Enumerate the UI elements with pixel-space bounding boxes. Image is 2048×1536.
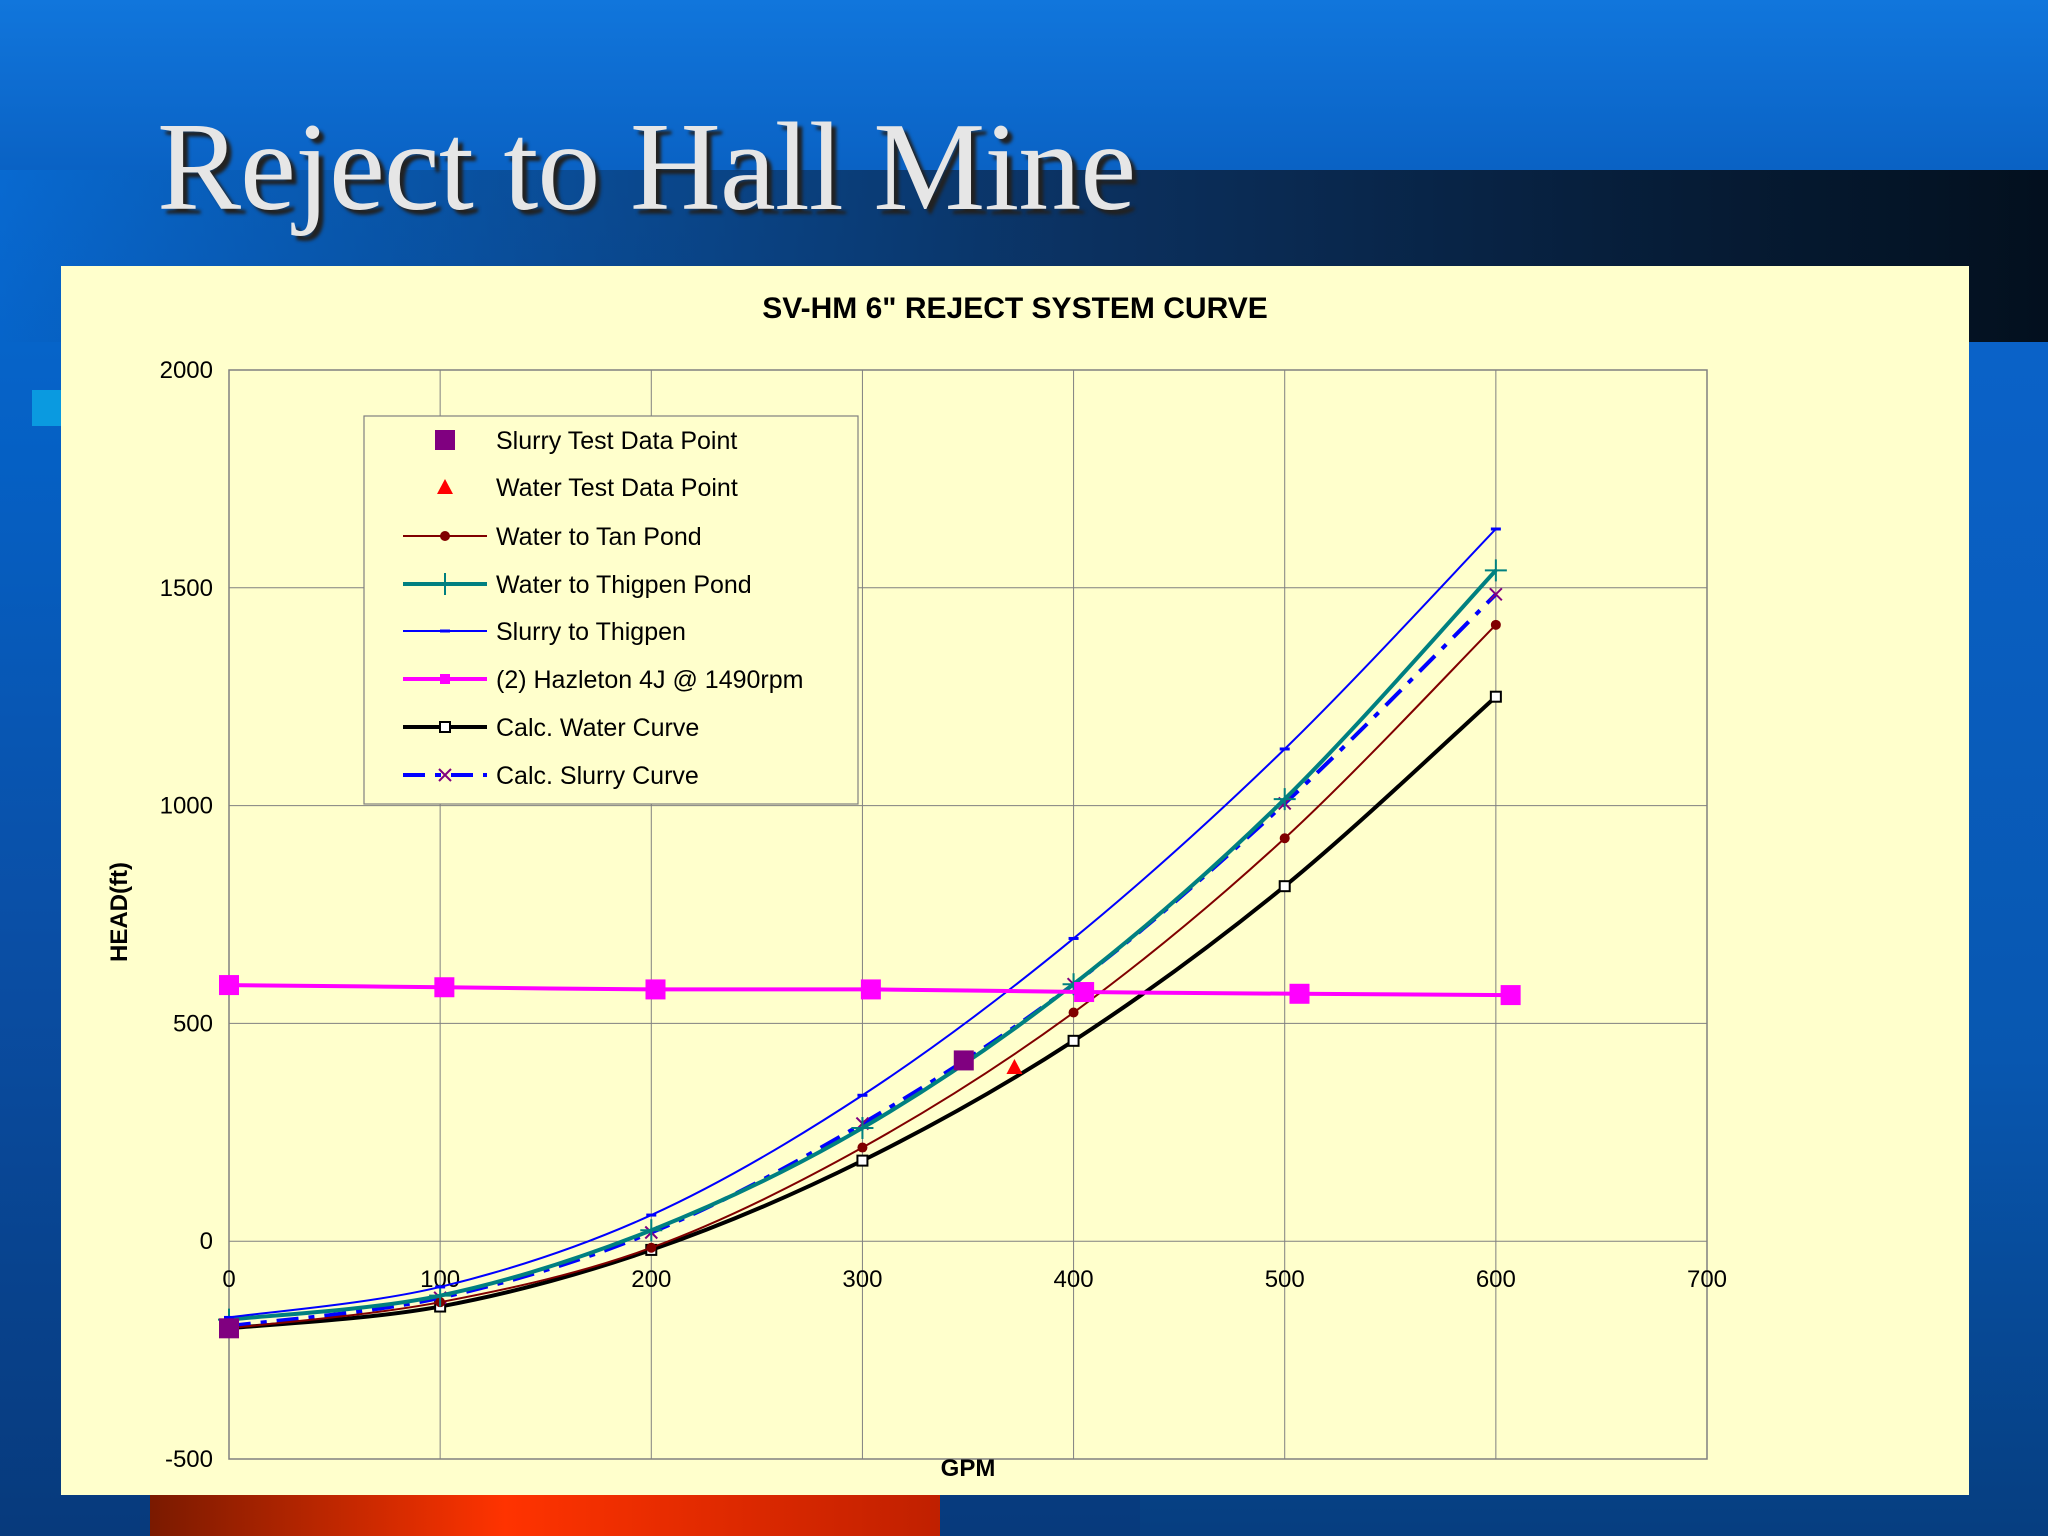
x-tick-label: 600 (1476, 1266, 1516, 1293)
y-tick-label: 500 (173, 1010, 213, 1037)
series-line (228, 592, 1498, 1329)
series-4 (224, 527, 1501, 1319)
data-point (1489, 690, 1502, 703)
data-point (645, 979, 666, 1000)
data-point (1279, 833, 1290, 844)
legend-item: Water to Tan Pond (403, 523, 702, 551)
y-tick-label: 1000 (160, 793, 213, 820)
data-point (1289, 983, 1310, 1004)
chart-panel: SV-HM 6" REJECT SYSTEM CURVE -500 0 500 100… (61, 266, 1969, 1495)
system-curve-chart: SV-HM 6" REJECT SYSTEM CURVE -500 0 500 100… (106, 292, 1727, 1482)
series (218, 527, 1521, 1339)
x-tick-label: 300 (842, 1266, 882, 1293)
legend-item: Slurry to Thigpen (403, 618, 686, 646)
legend-label: Calc. Water Curve (496, 714, 699, 742)
data-point (851, 1116, 874, 1139)
legend-label: Slurry Test Data Point (496, 427, 737, 455)
decorative-bottom-strip (150, 1490, 940, 1536)
legend-label: Slurry to Thigpen (496, 618, 686, 646)
legend-box (363, 415, 859, 805)
legend-swatch-marker (439, 721, 451, 733)
legend-swatch-marker (437, 479, 453, 494)
plot-area (228, 369, 1708, 1460)
series-0 (219, 1050, 974, 1339)
x-axis-label: GPM (941, 1455, 996, 1482)
legend-label: Water to Thigpen Pond (496, 571, 752, 599)
data-point (1068, 1007, 1079, 1018)
x-tick-label: 700 (1687, 1266, 1727, 1293)
data-point (1278, 880, 1291, 893)
legend: Slurry Test Data Point Water Test Data Po… (363, 415, 859, 805)
y-tick-label: 1500 (160, 575, 213, 602)
data-point (1067, 1034, 1080, 1047)
data-point (219, 1318, 239, 1339)
x-axis-ticks: 0 100 200 300 400 500 600 700 (222, 1266, 1727, 1293)
y-tick-label: 2000 (160, 357, 213, 384)
legend-item: (2) Hazleton 4J @ 1490rpm (403, 666, 803, 694)
data-point (219, 975, 239, 996)
data-point (856, 1154, 869, 1167)
series-5 (219, 975, 1521, 1006)
legend-item: Slurry Test Data Point (435, 427, 737, 455)
legend-item: Water Test Data Point (437, 474, 738, 502)
data-point (857, 1142, 868, 1153)
legend-item: Water to Thigpen Pond (403, 571, 752, 599)
x-tick-label: 400 (1054, 1266, 1094, 1293)
data-point (953, 1050, 974, 1071)
legend-swatch-marker (438, 768, 452, 782)
legend-swatch-marker (434, 573, 456, 595)
legend-label: Water Test Data Point (496, 474, 738, 502)
data-point (1489, 587, 1503, 602)
x-tick-label: 0 (222, 1266, 235, 1293)
legend-label: (2) Hazleton 4J @ 1490rpm (496, 666, 803, 694)
x-tick-label: 200 (631, 1266, 671, 1293)
legend-label: Water to Tan Pond (496, 523, 702, 551)
series-1 (1006, 1058, 1023, 1074)
x-tick-label: 500 (1265, 1266, 1305, 1293)
data-point (1273, 788, 1296, 811)
chart-title: SV-HM 6" REJECT SYSTEM CURVE (762, 292, 1267, 325)
slide-title: Reject to Hall Mine (157, 98, 1136, 237)
data-point (1490, 619, 1501, 630)
data-point (1074, 982, 1095, 1003)
legend-swatch-marker (435, 430, 455, 450)
legend-item: Calc. Slurry Curve (403, 762, 699, 790)
data-point (1484, 559, 1507, 582)
legend-swatch-marker (440, 674, 450, 684)
data-point (646, 1242, 657, 1253)
data-point (1006, 1058, 1023, 1074)
decorative-square (32, 390, 62, 426)
data-point (434, 977, 455, 998)
slide-background-top (0, 0, 2048, 170)
y-axis-label: HEAD(ft) (106, 862, 133, 962)
legend-swatch-marker (440, 531, 450, 541)
y-tick-label: -500 (165, 1446, 213, 1473)
legend-item: Calc. Water Curve (403, 714, 699, 742)
data-point (860, 979, 881, 1000)
y-tick-label: 0 (200, 1228, 213, 1255)
legend-label: Calc. Slurry Curve (496, 762, 699, 790)
y-axis-ticks: -500 0 500 1000 1500 2000 (160, 357, 213, 1473)
data-point (640, 1219, 663, 1242)
data-point (1500, 985, 1521, 1006)
